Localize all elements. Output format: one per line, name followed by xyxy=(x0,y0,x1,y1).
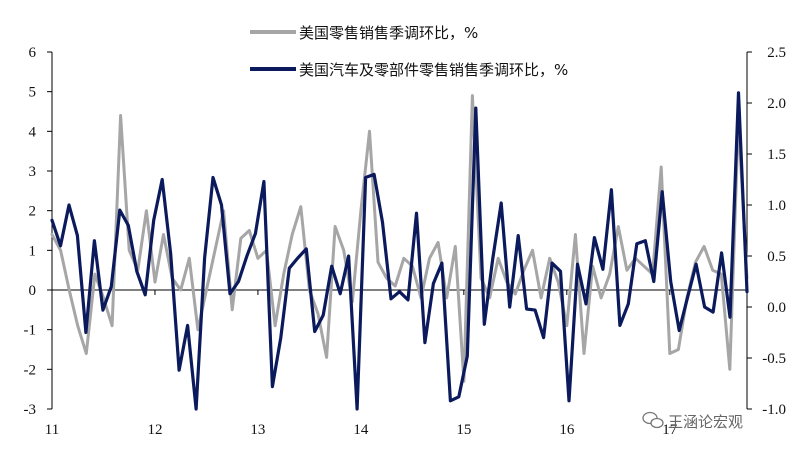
right-tick-label: 1.0 xyxy=(767,198,786,214)
left-tick-label: -3 xyxy=(24,402,37,418)
left-tick-label: 6 xyxy=(29,45,37,61)
left-tick-label: 3 xyxy=(29,164,37,180)
left-tick-label: 0 xyxy=(29,283,37,299)
right-tick-label: -0.5 xyxy=(762,351,786,367)
watermark-text: 王涵论宏观 xyxy=(668,413,743,431)
x-tick-label: 12 xyxy=(147,422,162,438)
right-tick-label: 0.5 xyxy=(767,249,786,265)
series-layer xyxy=(50,91,749,411)
right-tick-label: 0.0 xyxy=(767,300,786,316)
left-tick-label: -2 xyxy=(24,362,37,378)
left-tick-label: 2 xyxy=(29,204,37,220)
legend-label-auto-parts-sales: 美国汽车及零部件零售销售季调环比，% xyxy=(299,61,568,79)
right-tick-label: 1.5 xyxy=(767,147,786,163)
series-line-auto-parts-sales xyxy=(50,91,749,411)
left-tick-label: -1 xyxy=(24,323,37,339)
right-tick-label: 2.0 xyxy=(767,96,786,112)
x-axis: 11 12 13 14 15 16 17 xyxy=(45,289,747,438)
left-tick-label: 5 xyxy=(29,85,37,101)
right-tick-label: 2.5 xyxy=(767,45,786,61)
x-tick-label: 11 xyxy=(45,422,59,438)
legend-label-retail-sales: 美国零售销售季调环比，% xyxy=(299,24,478,42)
x-tick-label: 14 xyxy=(353,422,369,438)
legend: 美国零售销售季调环比，% 美国汽车及零部件零售销售季调环比，% xyxy=(250,24,568,79)
left-tick-label: 1 xyxy=(29,243,37,259)
x-tick-label: 16 xyxy=(559,422,575,438)
series-line-retail-sales xyxy=(50,94,749,383)
left-y-axis: -3 -2 -1 0 1 2 3 4 5 6 xyxy=(24,45,53,418)
x-tick-label: 13 xyxy=(250,422,265,438)
watermark: 王涵论宏观 xyxy=(642,411,743,431)
x-tick-label: 15 xyxy=(456,422,471,438)
left-tick-label: 4 xyxy=(29,124,37,140)
x-tick-label: 17 xyxy=(662,422,678,438)
wechat-icon xyxy=(642,411,664,429)
right-y-axis: -1.0 -0.5 0.0 0.5 1.0 1.5 2.0 2.5 xyxy=(746,45,786,418)
right-tick-label: -1.0 xyxy=(762,402,786,418)
